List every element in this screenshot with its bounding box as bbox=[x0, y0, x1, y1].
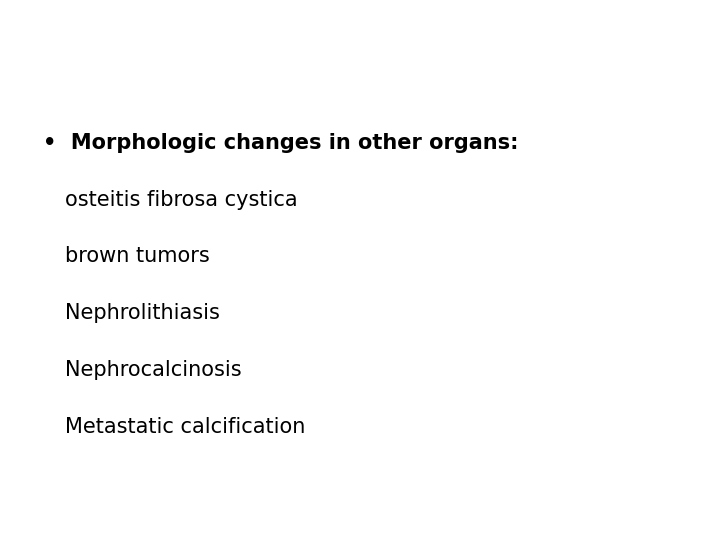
Text: osteitis fibrosa cystica: osteitis fibrosa cystica bbox=[65, 190, 297, 210]
Text: Nephrocalcinosis: Nephrocalcinosis bbox=[65, 360, 241, 380]
Text: Nephrolithiasis: Nephrolithiasis bbox=[65, 303, 220, 323]
Text: •  Morphologic changes in other organs:: • Morphologic changes in other organs: bbox=[43, 133, 518, 153]
Text: Metastatic calcification: Metastatic calcification bbox=[65, 416, 305, 437]
Text: brown tumors: brown tumors bbox=[65, 246, 210, 267]
